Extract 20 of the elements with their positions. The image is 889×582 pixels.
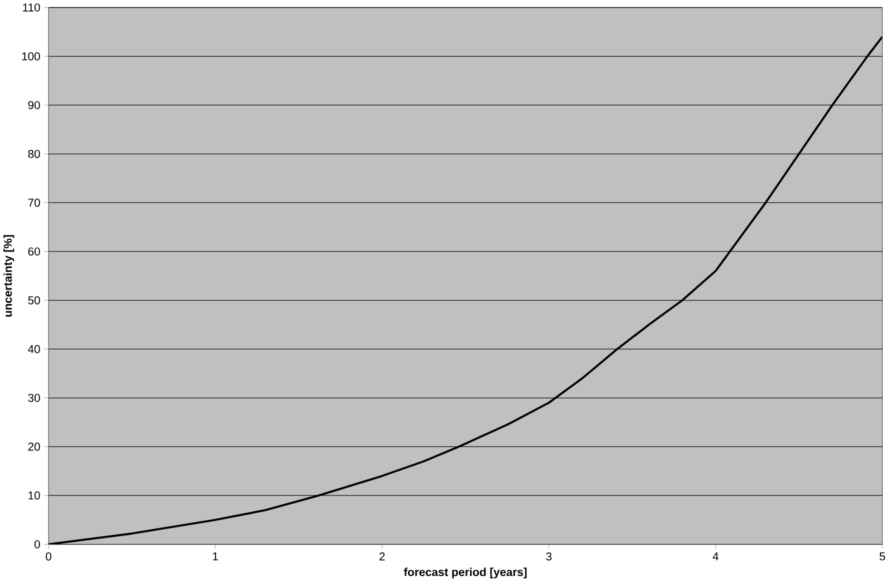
y-tick-label: 60 [28,248,40,256]
x-tick-label: 3 [546,552,552,561]
x-tick-label: 2 [379,552,385,560]
y-tick-label: 110 [23,4,40,12]
x-tick-label: 0 [46,552,52,561]
y-tick-label: 50 [28,296,40,304]
y-tick-label: 20 [28,442,40,451]
y-tick-label: 10 [28,492,40,500]
y-tick-label: 30 [28,394,40,402]
x-axis-title: forecast period [years] [404,568,527,578]
y-tick-label: 80 [28,150,40,158]
y-tick-label: 100 [22,52,40,60]
y-tick-label: 70 [28,198,40,207]
y-tick-label: 90 [28,101,40,110]
y-tick-label: 40 [28,345,40,354]
y-tick-label: 0 [34,540,40,548]
x-tick-label: 5 [880,552,886,560]
x-tick-label: 4 [712,552,718,560]
x-tick-label: 1 [213,552,218,560]
y-axis-title: uncertainty [%] [3,235,14,317]
